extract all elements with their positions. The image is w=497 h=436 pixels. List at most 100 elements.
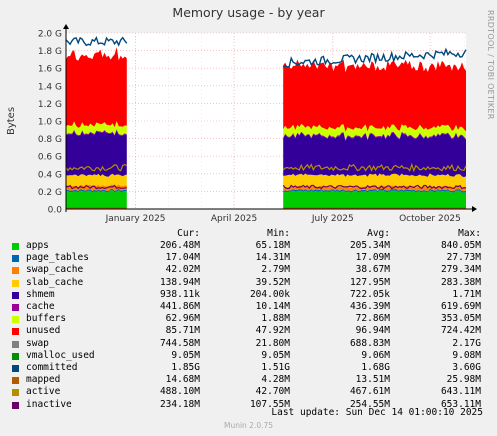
legend-avg: 38.67M — [355, 264, 390, 276]
legend-avg: 17.09M — [355, 252, 390, 264]
legend-item-swap-cache: swap_cache 42.02M 2.79M 38.67M 279.34M — [12, 264, 482, 276]
legend-avg: 9.06M — [361, 349, 390, 361]
line-committed — [65, 36, 128, 47]
line-inactive — [282, 184, 467, 190]
legend-name: apps — [26, 240, 49, 251]
legend-swatch — [12, 291, 19, 299]
legend-min: 4.28M — [261, 374, 290, 386]
legend-avg: 722.05k — [349, 288, 390, 300]
line-inactive — [65, 184, 127, 190]
legend-min: 9.05M — [261, 349, 290, 361]
legend-item-mapped: mapped 14.68M 4.28M 13.51M 25.98M — [12, 374, 482, 386]
legend-min: 1.88M — [261, 313, 290, 325]
line-active — [65, 163, 128, 172]
legend-swatch — [12, 340, 19, 348]
legend-max: 653.11M — [440, 398, 481, 410]
legend-item-apps: apps 206.48M 65.18M 205.34M 840.05M — [12, 240, 482, 252]
rrdtool-credit: RRDTOOL / TOBI OETIKER — [486, 10, 495, 120]
x-tick-label: October 2025 — [399, 214, 461, 224]
area-page-tables — [283, 188, 466, 193]
munin-version: Munin 2.0.75 — [223, 421, 274, 430]
area-apps — [283, 190, 466, 209]
legend-name: unused — [26, 325, 61, 337]
area-swap — [66, 47, 127, 128]
y-tick-label: 0.0 — [48, 206, 63, 216]
area-buffers — [283, 131, 466, 141]
legend-avg: 127.95M — [349, 276, 390, 288]
area-cache — [283, 132, 466, 178]
x-tick-label: April 2025 — [211, 214, 257, 224]
legend-max: 25.98M — [446, 374, 481, 386]
legend-name: slab_cache — [26, 276, 84, 288]
legend-min: 1.51G — [261, 362, 290, 373]
legend-swatch — [12, 316, 19, 324]
legend-min: 204.00k — [249, 288, 290, 300]
area-swap-cache — [283, 185, 466, 192]
y-tick-label: 1.4 G — [38, 82, 62, 92]
legend-avg: 13.51M — [355, 374, 390, 386]
legend-max: 279.34M — [440, 264, 481, 276]
legend-swatch — [12, 328, 19, 336]
legend-max: 353.05M — [440, 313, 481, 325]
legend-item-cache: cache 441.86M 10.14M 436.39M 619.69M — [12, 301, 482, 313]
legend-item-shmem: shmem 938.11k 204.00k 722.05k 1.71M — [12, 289, 482, 301]
legend-swatch — [12, 377, 19, 385]
chart-title: Memory usage - by year — [172, 5, 325, 20]
memory-chart: 0.0 0.2 G 0.4 G 0.6 G 0.8 G 1.0 G 1.2 G 1.4 G 1.… — [6, 24, 477, 224]
legend-name: buffers — [26, 313, 67, 325]
legend-avg: 205.34M — [349, 240, 390, 251]
legend-max: 1.71M — [452, 288, 481, 300]
legend-min: 65.18M — [255, 240, 290, 251]
y-tick-label: 0.8 G — [38, 135, 62, 145]
legend-name: active — [26, 386, 61, 398]
legend-max: 27.73M — [446, 252, 481, 264]
legend-max: 619.69M — [440, 301, 481, 312]
legend-cur: 488.10M — [159, 386, 200, 398]
legend-min: 39.52M — [255, 276, 290, 288]
legend-item-active: active 488.10M 42.70M 467.61M 643.11M — [12, 386, 482, 398]
legend-item-committed: committed 1.85G 1.51G 1.68G 3.60G — [12, 362, 482, 374]
legend-max: 2.17G — [452, 337, 481, 349]
legend-avg: 254.55M — [349, 398, 390, 410]
legend-header-avg: Avg: — [367, 228, 390, 239]
last-update: Last update: Sun Dec 14 01:00:10 2025 — [271, 407, 483, 418]
legend-avg: 688.83M — [349, 337, 390, 349]
legend-max: 840.05M — [440, 240, 481, 251]
legend-avg: 96.94M — [355, 325, 390, 337]
legend-name: page_tables — [26, 252, 89, 264]
legend-cur: 62.96M — [165, 313, 200, 325]
legend-swatch — [12, 304, 19, 311]
legend-cur: 206.48M — [159, 240, 200, 251]
y-tick-label: 1.8 G — [38, 47, 62, 57]
legend-header-max: Max: — [458, 228, 481, 239]
y-tick-label: 2.0 G — [38, 30, 62, 40]
legend-swatch — [12, 243, 19, 250]
area-slab-cache — [66, 173, 127, 187]
legend-cur: 42.02M — [165, 264, 200, 276]
series-lines — [65, 36, 467, 209]
y-tick-label: 0.6 G — [38, 153, 62, 163]
legend-swatch — [12, 255, 19, 263]
legend-name: swap — [26, 337, 49, 349]
legend-cur: 14.68M — [165, 374, 200, 386]
y-tick-label: 1.2 G — [38, 100, 62, 110]
legend-cur: 938.11k — [159, 288, 200, 300]
area-cache — [66, 130, 127, 177]
legend-avg: 72.86M — [355, 313, 390, 325]
legend-item-unused: unused 85.71M 47.92M 96.94M 724.42M — [12, 325, 482, 337]
y-axis-arrow — [63, 24, 69, 29]
legend-min: 2.79M — [261, 264, 290, 276]
legend-name: vmalloc_used — [26, 349, 95, 361]
y-tick-label: 1.6 G — [38, 65, 62, 75]
legend-item-buffers: buffers 62.96M 1.88M 72.86M 353.05M — [12, 313, 482, 325]
area-swap — [283, 59, 466, 132]
legend-cur: 138.94M — [159, 276, 200, 288]
legend-header: Cur: Min: Avg: Max: — [12, 228, 482, 240]
legend-cur: 234.18M — [159, 398, 200, 410]
legend-item-vmalloc-used: vmalloc_used 9.05M 9.05M 9.06M 9.08M — [12, 350, 482, 362]
y-tick-label: 0.4 G — [38, 170, 62, 180]
legend-name: mapped — [26, 374, 61, 386]
legend-min: 107.55M — [249, 398, 290, 410]
legend-swatch — [12, 401, 19, 409]
x-tick-label: July 2025 — [311, 214, 354, 224]
